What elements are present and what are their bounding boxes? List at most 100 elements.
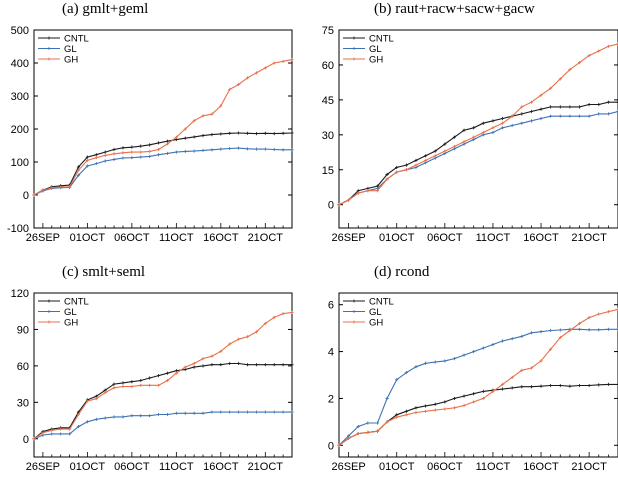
x-tick-label: 16OCT: [203, 232, 239, 244]
data-point-gh: [558, 335, 562, 340]
legend-marker-cntl: [47, 299, 51, 303]
data-point-gh: [337, 443, 341, 447]
data-point-gl: [67, 432, 72, 436]
legend-marker-gl: [352, 47, 356, 50]
data-point-gh: [568, 68, 572, 72]
x-tick-label: 01OCT: [379, 461, 415, 473]
data-point-gl: [112, 415, 116, 419]
data-point-gl: [597, 112, 601, 116]
data-point-gh: [76, 412, 81, 417]
data-point-cntl: [290, 131, 294, 135]
data-point-cntl: [520, 112, 524, 116]
data-point-cntl: [481, 121, 485, 125]
data-point-gl: [85, 164, 89, 168]
data-point-gh: [606, 44, 610, 48]
data-point-gh: [423, 158, 428, 163]
y-tick-label: 200: [11, 124, 29, 136]
data-point-cntl: [263, 131, 267, 135]
legend-label-cntl: CNTL: [369, 34, 394, 45]
data-point-gl: [529, 119, 534, 123]
y-tick-label: 90: [17, 324, 29, 336]
data-point-cntl: [472, 392, 476, 396]
data-point-gh: [452, 406, 457, 410]
data-point-cntl: [606, 382, 610, 386]
data-point-gl: [404, 371, 408, 375]
data-point-cntl: [130, 380, 134, 384]
data-point-gh: [491, 126, 495, 130]
data-point-gl: [148, 414, 152, 418]
data-point-gh: [462, 403, 466, 408]
data-point-gl: [112, 157, 116, 161]
data-point-gh: [395, 170, 399, 174]
data-point-gl: [219, 410, 223, 414]
data-point-gl: [139, 155, 143, 159]
x-tick-label: 06OCT: [114, 232, 150, 244]
x-tick-label: 01OCT: [70, 232, 106, 244]
panel-title: (c) smlt+seml: [62, 264, 145, 280]
data-point-gl: [290, 410, 294, 414]
data-point-gl: [139, 414, 143, 418]
y-tick-label: 400: [11, 58, 29, 70]
data-point-gl: [85, 420, 89, 424]
x-tick-label: 11OCT: [476, 461, 511, 473]
legend-marker-gh: [352, 320, 356, 324]
legend-label-cntl: CNTL: [64, 34, 89, 45]
data-point-cntl: [414, 158, 418, 163]
legend-marker-gh: [47, 320, 51, 324]
data-point-gl: [481, 346, 485, 350]
y-tick-label: 0: [328, 200, 334, 212]
data-point-gh: [112, 152, 116, 156]
data-point-cntl: [616, 382, 618, 386]
data-point-gl: [587, 114, 591, 118]
legend-label-gl: GL: [369, 307, 382, 318]
data-point-gl: [174, 150, 178, 154]
data-point-cntl: [165, 371, 170, 375]
data-point-gh: [375, 429, 380, 433]
data-point-cntl: [210, 363, 214, 367]
data-point-cntl: [443, 400, 447, 404]
data-point-gh: [201, 357, 205, 361]
data-point-gh: [529, 100, 534, 104]
data-point-gh: [462, 140, 466, 144]
data-point-gh: [263, 66, 267, 70]
data-point-gh: [587, 54, 591, 58]
data-point-gl: [395, 378, 399, 382]
data-point-gl: [156, 153, 161, 157]
data-point-gl: [472, 349, 476, 354]
y-tick-label: 0: [23, 434, 29, 446]
data-point-gh: [414, 163, 418, 167]
data-point-gh: [103, 153, 107, 157]
data-point-cntl: [94, 153, 98, 157]
data-point-cntl: [281, 131, 285, 135]
legend-label-gl: GL: [369, 44, 382, 55]
data-point-cntl: [597, 102, 601, 107]
legend-marker-cntl: [47, 36, 51, 40]
x-tick-label: 16OCT: [523, 461, 559, 473]
data-point-gh: [510, 114, 514, 118]
data-point-gh: [130, 384, 134, 389]
y-tick-label: 2: [328, 393, 334, 405]
data-point-gl: [50, 432, 54, 436]
data-point-gl: [228, 146, 232, 151]
data-point-gh: [272, 315, 276, 319]
data-point-gl: [549, 114, 553, 118]
data-point-gh: [130, 150, 134, 154]
data-point-gh: [272, 61, 276, 65]
data-point-gl: [263, 147, 267, 151]
x-tick-label: 11OCT: [476, 232, 511, 244]
series-line-cntl: [33, 362, 292, 440]
y-tick-label: 30: [322, 130, 334, 142]
data-point-cntl: [192, 365, 196, 369]
data-point-gl: [103, 159, 107, 163]
data-point-cntl: [272, 132, 276, 136]
data-point-cntl: [210, 133, 214, 137]
data-point-gh: [94, 156, 98, 160]
data-point-cntl: [433, 402, 437, 406]
data-point-cntl: [616, 100, 618, 104]
data-point-gl: [121, 156, 125, 160]
data-point-gh: [228, 87, 232, 91]
data-point-gl: [281, 410, 285, 414]
data-point-cntl: [539, 384, 543, 388]
data-point-gl: [237, 410, 241, 414]
data-point-cntl: [219, 363, 223, 367]
